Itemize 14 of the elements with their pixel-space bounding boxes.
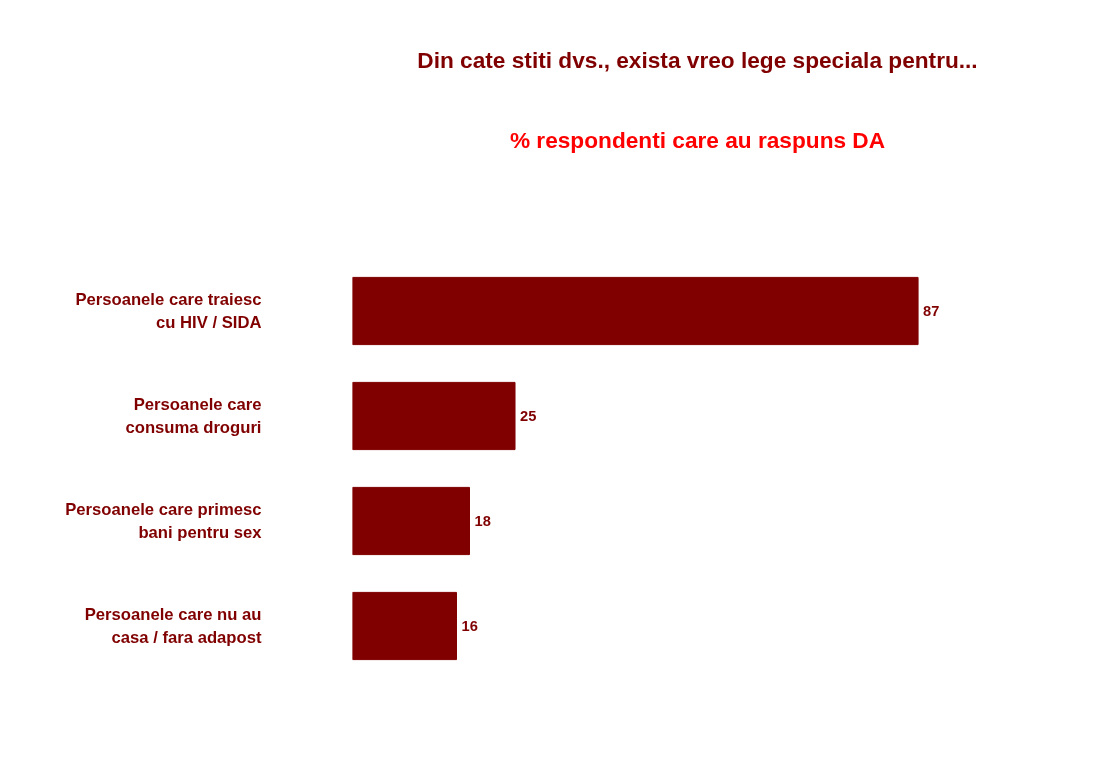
data-label: 87 [923,303,940,319]
data-label: 18 [474,513,491,529]
y-tick-label: Persoanele care nu au casa / fara adapost [84,605,262,647]
bar [352,381,516,451]
bar [352,486,471,556]
data-label: 25 [520,408,537,424]
chart-subtitle: % respondenti care au raspuns DA [509,126,886,153]
y-tick-label: Persoanele care traiesc cu HIV / SIDA [75,290,262,332]
bar [352,591,458,661]
bar [352,276,919,346]
data-label: 16 [461,618,478,634]
chart-title: Din cate stiti dvs., exista vreo lege speciala pentru... [417,46,978,73]
y-tick-label: Persoanele care primesc bani pentru sex [65,500,263,542]
y-tick-label: Persoanele care consuma droguri [125,395,262,437]
